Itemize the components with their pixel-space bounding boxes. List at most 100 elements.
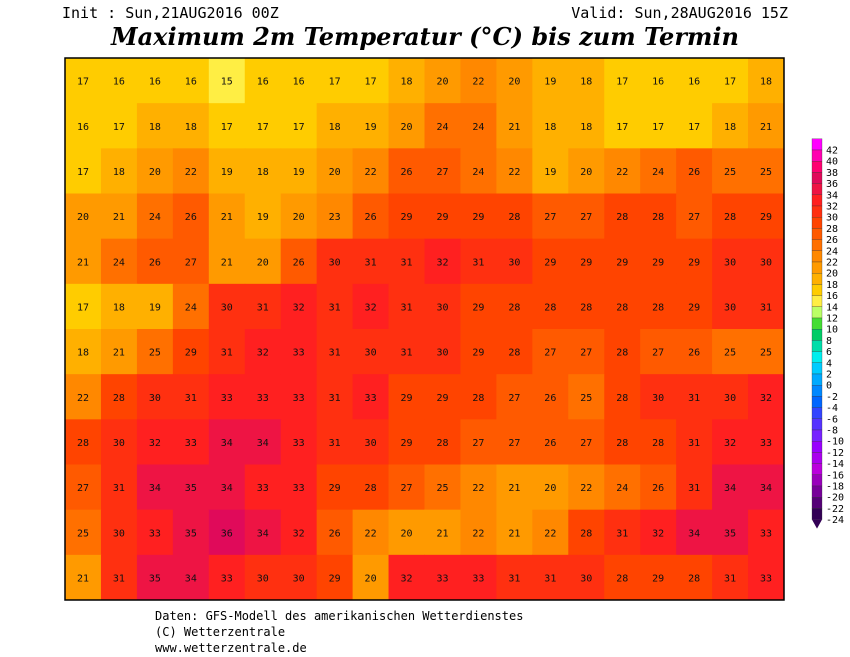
temperature-label: 27 xyxy=(580,438,592,449)
temperature-label: 33 xyxy=(293,393,305,404)
temperature-label: 30 xyxy=(724,393,736,404)
temperature-label: 32 xyxy=(257,348,269,359)
temperature-label: 31 xyxy=(365,257,377,268)
temperature-cell xyxy=(604,329,641,375)
temperature-label: 28 xyxy=(616,302,628,313)
temperature-cell xyxy=(65,238,102,285)
temperature-cell xyxy=(568,58,605,104)
temperature-cell xyxy=(568,283,605,330)
temperature-cell xyxy=(676,193,713,240)
temperature-label: 18 xyxy=(401,77,413,88)
temperature-cell xyxy=(136,464,174,511)
temperature-label: 21 xyxy=(221,212,233,223)
temperature-cell xyxy=(316,283,354,330)
temperature-cell xyxy=(352,329,390,375)
temperature-cell xyxy=(424,554,461,601)
colorbar-label: -14 xyxy=(826,459,844,470)
temperature-label: 33 xyxy=(149,528,161,539)
temperature-cell xyxy=(136,58,174,104)
temperature-cell xyxy=(640,193,677,240)
temperature-cell xyxy=(460,148,497,194)
temperature-cell xyxy=(136,419,174,465)
temperature-cell xyxy=(65,464,102,511)
temperature-cell xyxy=(460,103,497,149)
temperature-label: 18 xyxy=(329,122,341,133)
temperature-label: 28 xyxy=(508,302,520,313)
temperature-label: 33 xyxy=(221,573,233,584)
temperature-cell xyxy=(280,374,318,420)
temperature-cell xyxy=(388,464,425,511)
temperature-label: 33 xyxy=(365,393,377,404)
temperature-cell xyxy=(676,509,713,556)
temperature-label: 21 xyxy=(221,257,233,268)
temperature-label: 28 xyxy=(616,212,628,223)
temperature-cell xyxy=(172,419,210,465)
temperature-label: 30 xyxy=(508,257,520,268)
temperature-label: 26 xyxy=(293,257,305,268)
temperature-label: 34 xyxy=(185,573,197,584)
temperature-cell xyxy=(280,283,318,330)
temperature-label: 31 xyxy=(760,302,772,313)
temperature-label: 30 xyxy=(293,573,305,584)
temperature-cell xyxy=(280,58,318,104)
temperature-cell xyxy=(316,238,354,285)
temperature-cell xyxy=(604,554,641,601)
temperature-label: 29 xyxy=(401,438,413,449)
temperature-cell xyxy=(532,464,569,511)
temperature-label: 20 xyxy=(365,573,377,584)
temperature-cell xyxy=(208,148,246,194)
temperature-label: 29 xyxy=(185,348,197,359)
temperature-cell xyxy=(352,148,390,194)
temperature-cell xyxy=(640,238,677,285)
colorbar-box xyxy=(811,351,823,363)
temperature-cell xyxy=(280,509,318,556)
temperature-cell xyxy=(208,554,246,601)
temperature-label: 32 xyxy=(724,438,736,449)
temperature-cell xyxy=(676,238,713,285)
temperature-label: 31 xyxy=(688,393,700,404)
temperature-cell xyxy=(100,283,138,330)
temperature-cell xyxy=(388,148,425,194)
temperature-cell xyxy=(100,374,138,420)
temperature-label: 29 xyxy=(436,212,448,223)
temperature-label: 29 xyxy=(401,393,413,404)
temperature-label: 28 xyxy=(580,528,592,539)
temperature-cell xyxy=(568,329,605,375)
temperature-cell xyxy=(712,509,749,556)
temperature-cell xyxy=(532,329,569,375)
temperature-cell xyxy=(244,464,282,511)
temperature-cell xyxy=(748,58,785,104)
temperature-cell xyxy=(352,374,390,420)
temperature-cell xyxy=(352,283,390,330)
colorbar-box xyxy=(811,138,823,151)
temperature-label: 30 xyxy=(724,302,736,313)
temperature-label: 17 xyxy=(293,122,305,133)
temperature-label: 31 xyxy=(329,348,341,359)
colorbar-box xyxy=(811,239,823,251)
temperature-label: 18 xyxy=(77,348,89,359)
temperature-label: 34 xyxy=(257,438,269,449)
temperature-label: 31 xyxy=(185,393,197,404)
temperature-label: 27 xyxy=(185,257,197,268)
temperature-label: 31 xyxy=(401,257,413,268)
temperature-cell xyxy=(280,193,318,240)
temperature-cell xyxy=(136,509,174,556)
colorbar-box xyxy=(811,261,823,274)
temperature-label: 31 xyxy=(329,438,341,449)
temperature-label: 29 xyxy=(760,212,772,223)
temperature-cell xyxy=(244,329,282,375)
temperature-cell xyxy=(532,148,569,194)
temperature-label: 33 xyxy=(293,438,305,449)
temperature-cell xyxy=(424,58,461,104)
temperature-cell xyxy=(316,554,354,601)
temperature-cell xyxy=(424,238,461,285)
temperature-cell xyxy=(604,374,641,420)
colorbar-label: 2 xyxy=(826,370,832,381)
temperature-cell xyxy=(208,419,246,465)
temperature-cell xyxy=(280,103,318,149)
temperature-cell xyxy=(244,283,282,330)
temperature-cell xyxy=(172,329,210,375)
temperature-label: 32 xyxy=(652,528,664,539)
temperature-cell xyxy=(604,509,641,556)
colorbar-label: -12 xyxy=(826,448,844,459)
